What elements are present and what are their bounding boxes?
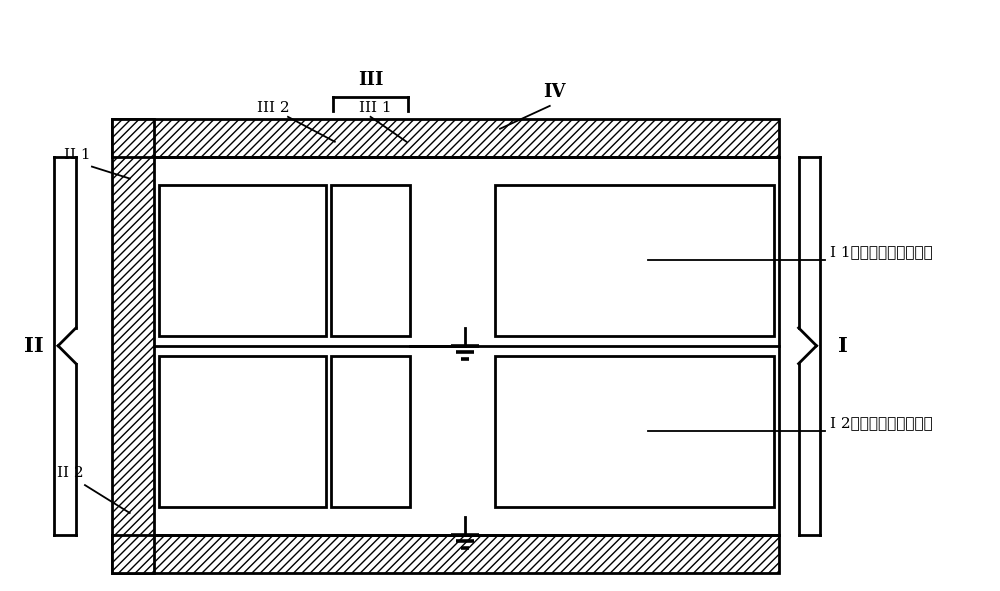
Text: III: III	[358, 71, 383, 89]
Text: I 2（正移相或负移相）: I 2（正移相或负移相）	[830, 417, 933, 430]
Bar	[331, 184, 410, 336]
Text: I: I	[838, 336, 848, 356]
Text: III 1: III 1	[359, 101, 392, 115]
Bar	[159, 184, 326, 336]
Bar	[159, 356, 326, 507]
Bar	[112, 119, 779, 157]
Text: IV: IV	[543, 83, 566, 101]
Bar	[112, 119, 154, 573]
Text: II 2: II 2	[57, 466, 84, 480]
Bar	[495, 184, 774, 336]
Text: III 2: III 2	[257, 101, 289, 115]
Bar	[495, 356, 774, 507]
Text: II: II	[24, 336, 44, 356]
Text: II 1: II 1	[64, 148, 91, 161]
Bar	[331, 356, 410, 507]
Bar	[112, 535, 779, 573]
Text: I 1（正移相或负移相）: I 1（正移相或负移相）	[830, 245, 933, 259]
